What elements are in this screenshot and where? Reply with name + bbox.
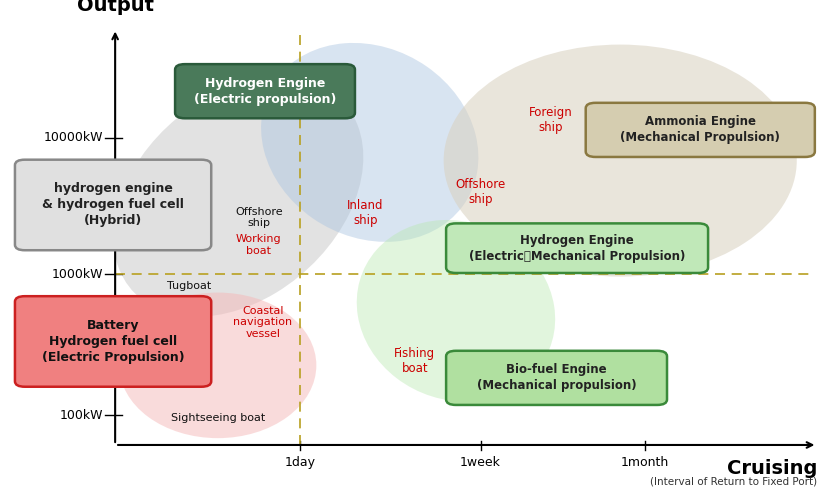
Ellipse shape [443, 44, 797, 276]
FancyBboxPatch shape [15, 296, 211, 386]
Text: Cruising: Cruising [727, 458, 817, 477]
FancyBboxPatch shape [15, 160, 211, 250]
Ellipse shape [113, 77, 364, 317]
Text: Hydrogen Engine
(Electric・Mechanical Propulsion): Hydrogen Engine (Electric・Mechanical Pro… [469, 234, 685, 262]
Text: Offshore
ship: Offshore ship [235, 206, 282, 229]
Text: (Interval of Return to Fixed Port): (Interval of Return to Fixed Port) [650, 477, 817, 487]
Text: 10000kW: 10000kW [44, 132, 103, 144]
Text: 1week: 1week [460, 456, 501, 469]
FancyBboxPatch shape [446, 224, 708, 273]
Ellipse shape [357, 220, 555, 402]
Text: Tugboat: Tugboat [167, 280, 211, 290]
Text: Output: Output [76, 0, 153, 15]
Text: 1month: 1month [621, 456, 669, 469]
Text: Battery
Hydrogen fuel cell
(Electric Propulsion): Battery Hydrogen fuel cell (Electric Pro… [42, 319, 184, 364]
Ellipse shape [261, 43, 478, 242]
Text: Foreign
ship: Foreign ship [529, 106, 572, 134]
Text: Working
boat: Working boat [236, 234, 282, 256]
Text: Hydrogen Engine
(Electric propulsion): Hydrogen Engine (Electric propulsion) [194, 76, 336, 106]
Text: hydrogen engine
& hydrogen fuel cell
(Hybrid): hydrogen engine & hydrogen fuel cell (Hy… [42, 182, 184, 228]
FancyBboxPatch shape [446, 351, 667, 405]
Text: Ammonia Engine
(Mechanical Propulsion): Ammonia Engine (Mechanical Propulsion) [620, 116, 780, 144]
Text: Sightseeing boat: Sightseeing boat [171, 412, 265, 422]
Text: 100kW: 100kW [59, 409, 103, 422]
Text: Inland
ship: Inland ship [348, 199, 384, 227]
Text: 1000kW: 1000kW [51, 268, 103, 281]
FancyBboxPatch shape [175, 64, 355, 118]
Text: Bio-fuel Engine
(Mechanical propulsion): Bio-fuel Engine (Mechanical propulsion) [477, 364, 636, 392]
FancyBboxPatch shape [586, 103, 815, 157]
Text: Coastal
navigation
vessel: Coastal navigation vessel [234, 306, 292, 338]
Text: 1day: 1day [284, 456, 315, 469]
Text: Offshore
ship: Offshore ship [456, 178, 505, 206]
Text: Fishing
boat: Fishing boat [395, 347, 436, 375]
Ellipse shape [119, 292, 317, 438]
